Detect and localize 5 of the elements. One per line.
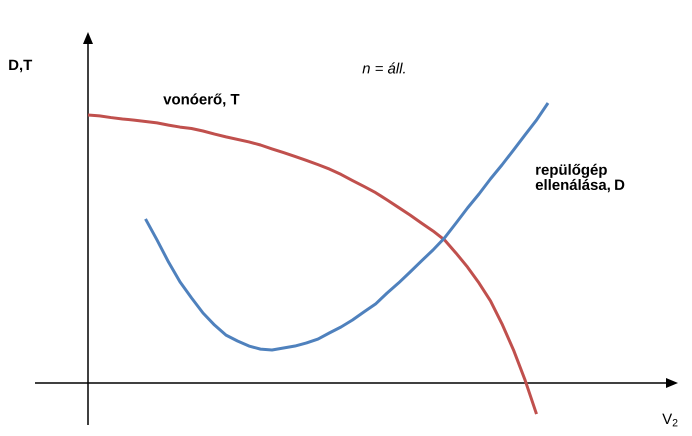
series-label: vonóerő, T bbox=[163, 93, 240, 107]
y-axis-title: D,T bbox=[9, 60, 32, 72]
text: n = áll. bbox=[362, 62, 405, 74]
text: V$_{2}$ bbox=[662, 414, 678, 426]
series-label: repülőgép ellenálása, D bbox=[536, 164, 624, 192]
